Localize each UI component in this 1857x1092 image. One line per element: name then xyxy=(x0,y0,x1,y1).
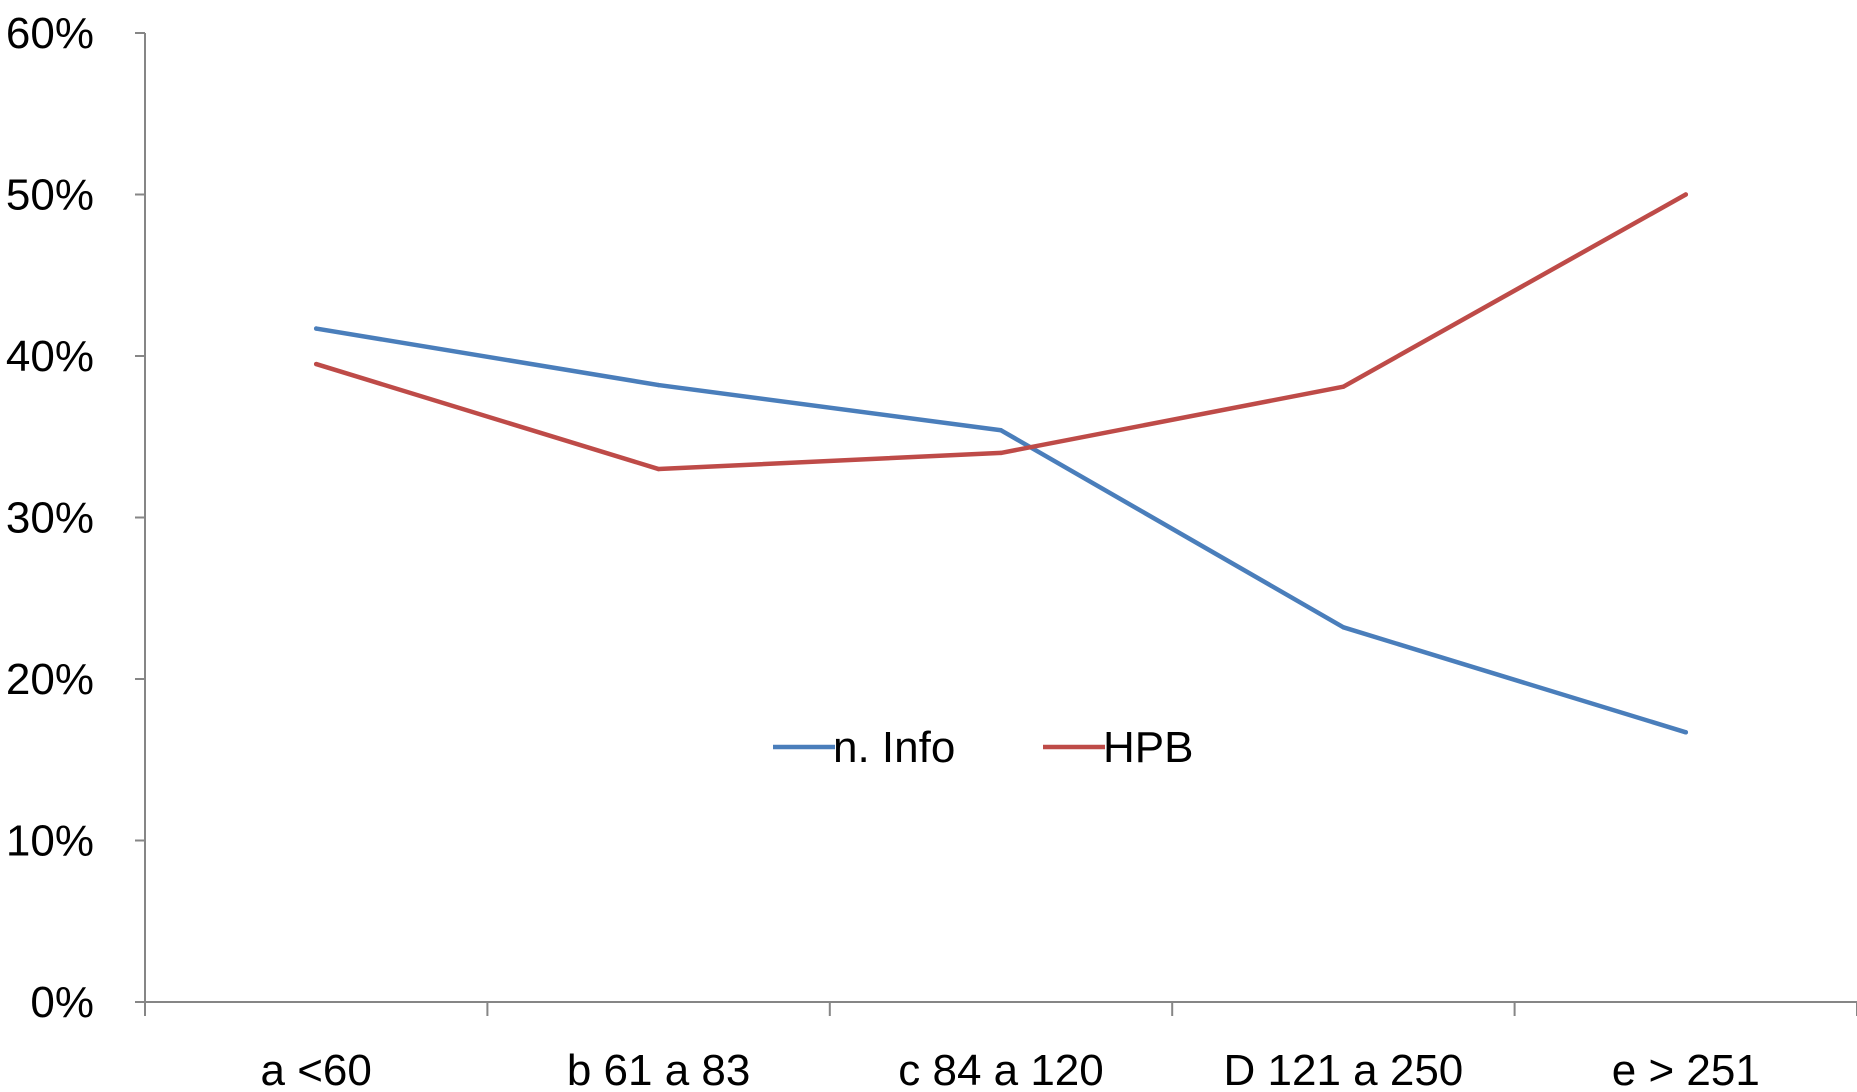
y-tick-label: 60% xyxy=(6,9,94,58)
series-lines xyxy=(313,192,1689,735)
series-line-0 xyxy=(313,326,1689,735)
legend-label-1: HPB xyxy=(1103,723,1193,772)
data-point xyxy=(998,450,1004,456)
data-point xyxy=(1341,384,1346,389)
series-line-1 xyxy=(313,192,1689,472)
x-tick-label: D 121 a 250 xyxy=(1224,1046,1464,1092)
axes xyxy=(144,33,1857,1003)
y-tick-label: 20% xyxy=(6,655,94,704)
y-tick-label: 10% xyxy=(6,817,94,866)
data-point xyxy=(314,326,319,331)
data-point xyxy=(314,361,319,367)
data-point xyxy=(1683,730,1689,735)
legend-label-0: n. Info xyxy=(833,723,955,772)
x-axis-ticks: a <60 b 61 a 83 c 84 a 120 D 121 a 250 e > 2… xyxy=(144,1002,1857,1092)
legend: n. Info HPB xyxy=(773,723,1193,772)
x-tick-label: a <60 xyxy=(261,1046,372,1092)
data-point xyxy=(656,466,661,472)
y-tick-label: 0% xyxy=(30,978,94,1027)
x-tick-label: c 84 a 120 xyxy=(898,1046,1104,1092)
data-point xyxy=(1341,625,1346,630)
y-axis-ticks: 0% 10% 20% 30% 40% 50% 60% xyxy=(6,9,145,1027)
data-point xyxy=(998,428,1004,433)
x-tick-label: e > 251 xyxy=(1612,1046,1760,1092)
y-tick-label: 40% xyxy=(6,332,94,381)
data-point xyxy=(1683,192,1689,197)
data-point xyxy=(656,382,661,388)
x-tick-label: b 61 a 83 xyxy=(567,1046,751,1092)
y-tick-label: 50% xyxy=(6,171,94,220)
y-tick-label: 30% xyxy=(6,494,94,543)
